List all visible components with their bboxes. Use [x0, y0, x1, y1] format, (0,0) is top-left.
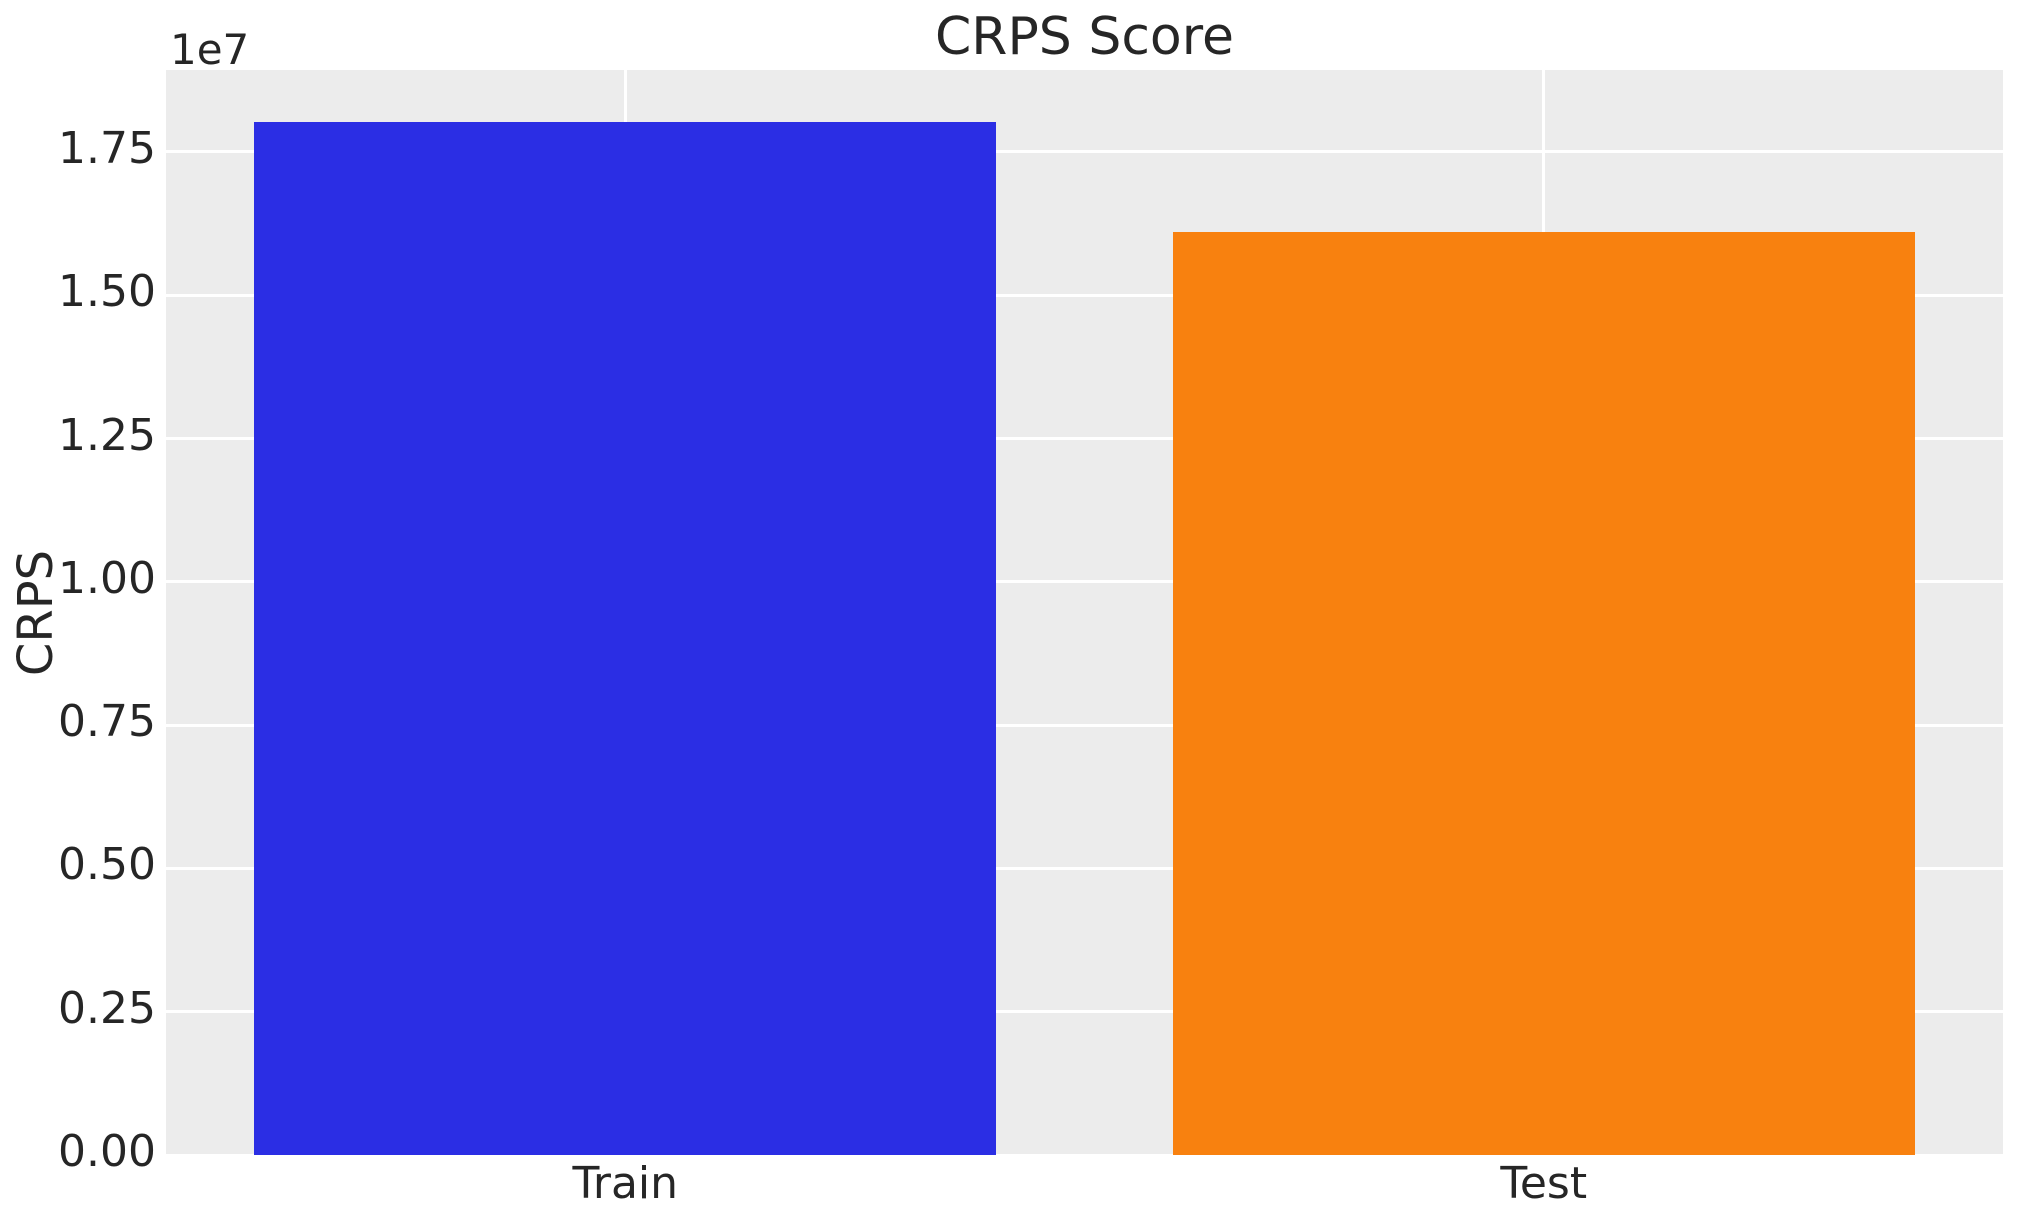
y-gridline — [166, 437, 2003, 441]
y-gridline — [166, 293, 2003, 297]
y-gridline — [166, 723, 2003, 727]
x-tick-label-test: Test — [1500, 1158, 1588, 1209]
y-tick-label: 0.50 — [58, 839, 156, 891]
y-tick-label: 1.00 — [58, 552, 156, 604]
plot-area — [166, 70, 2003, 1157]
bar-test — [1172, 232, 1915, 1155]
x-tick-label-train: Train — [572, 1158, 679, 1209]
y-gridline — [166, 580, 2003, 584]
y-gridline — [166, 150, 2003, 154]
chart-title: CRPS Score — [935, 7, 1234, 67]
y-gridline — [166, 866, 2003, 870]
y-axis-offset-label: 1e7 — [170, 25, 250, 74]
y-tick-label: 0.75 — [58, 696, 156, 748]
y-tick-label: 1.25 — [58, 409, 156, 461]
bar-train — [254, 122, 997, 1155]
y-tick-label: 0.25 — [58, 982, 156, 1034]
y-tick-label: 1.75 — [58, 122, 156, 174]
y-tick-label: 1.50 — [58, 266, 156, 318]
y-gridline — [166, 1153, 2003, 1157]
y-gridline — [166, 1010, 2003, 1014]
y-tick-label: 0.00 — [58, 1126, 156, 1177]
